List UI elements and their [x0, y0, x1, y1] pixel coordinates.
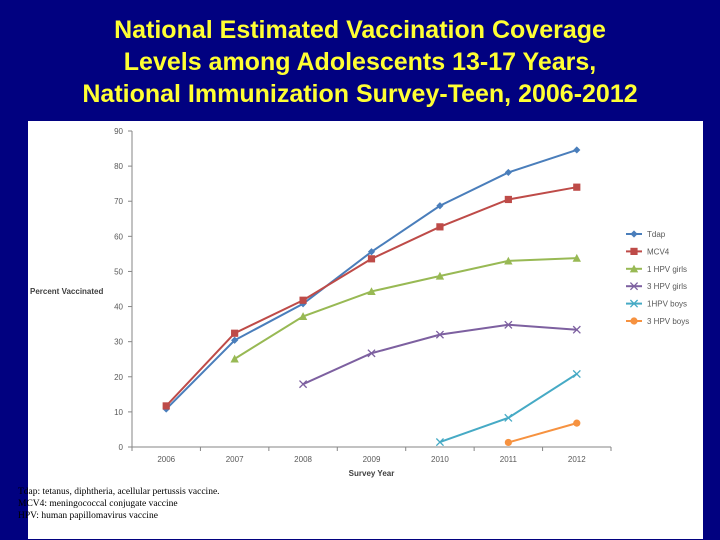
legend-label-mcv4: MCV4: [647, 247, 670, 256]
x-tick-label: 2009: [363, 455, 381, 464]
x-tick-label: 2010: [431, 455, 449, 464]
y-tick-label: 70: [114, 197, 123, 206]
series-line-1-hpv-girls: [234, 257, 577, 360]
data-point-3-hpv-girls: [299, 380, 308, 389]
data-point-1-hpv-girls: [230, 354, 239, 363]
y-tick-label: 10: [114, 408, 123, 417]
data-point-tdap: [504, 168, 512, 177]
slide-title-line-3: National Immunization Survey-Teen, 2006-…: [82, 80, 638, 108]
footnotes: Tdap: tetanus, diphtheria, acellular per…: [18, 486, 220, 522]
series-line-mcv4: [165, 186, 577, 407]
footnote-hpv: HPV: human papillomavirus vaccine: [18, 511, 158, 521]
data-point-mcv4: [162, 402, 170, 410]
data-point-mcv4: [231, 329, 239, 337]
y-tick-label: 0: [119, 443, 124, 452]
legend-label-1hpv-boys: 1HPV boys: [647, 300, 687, 309]
x-tick-label: 2011: [500, 455, 518, 464]
data-point-1hpv-boys: [572, 369, 581, 379]
y-tick-label: 40: [114, 303, 123, 312]
y-tick-label: 80: [114, 162, 123, 171]
legend-label-3-hpv-boys: 3 HPV boys: [647, 317, 689, 326]
data-point-3-hpv-boys: [573, 419, 581, 427]
slide-title-line-2: Levels among Adolescents 13-17 Years,: [123, 48, 597, 76]
data-point-mcv4: [504, 195, 512, 204]
data-point-1-hpv-girls: [367, 287, 376, 296]
line-chart: 0 10 20 30 40 50 60 70 80 90 2006 2007 2008 2009 2010 2…: [30, 127, 689, 478]
data-point-tdap: [573, 146, 581, 154]
y-axis-title: Percent Vaccinated: [30, 287, 103, 296]
x-tick-label: 2008: [294, 455, 312, 464]
data-point-mcv4: [436, 223, 444, 231]
x-axis-title: Survey Year: [349, 469, 395, 478]
slide-title-line-1: National Estimated Vaccination Coverage: [114, 16, 606, 44]
data-point-1-hpv-girls: [435, 271, 445, 280]
data-point-mcv4: [299, 296, 307, 304]
data-point-1-hpv-girls: [504, 256, 513, 265]
data-point-3-hpv-boys: [504, 438, 512, 447]
y-tick-label: 50: [114, 267, 123, 276]
legend-label-1-hpv-girls: 1 HPV girls: [647, 265, 687, 274]
data-point-1hpv-boys: [435, 438, 444, 447]
data-point-tdap: [367, 248, 376, 256]
data-point-3-hpv-girls: [572, 325, 581, 334]
legend-marker-1hpv-boys: [629, 299, 639, 308]
y-tick-label: 20: [114, 373, 123, 382]
data-point-tdap: [231, 336, 239, 344]
series-line-3-hpv-boys: [508, 422, 578, 444]
data-point-3-hpv-girls: [504, 320, 513, 329]
y-tick-label: 90: [114, 127, 123, 136]
legend-marker-mcv4: [630, 247, 638, 255]
data-point-1hpv-boys: [504, 413, 513, 422]
data-point-3-hpv-girls: [367, 349, 376, 358]
data-point-mcv4: [573, 183, 581, 191]
data-point-mcv4: [367, 255, 376, 263]
series-line-1hpv-boys: [439, 373, 578, 444]
y-tick-label: 30: [114, 338, 123, 347]
x-tick-label: 2006: [157, 455, 175, 464]
slide-title: National Estimated Vaccination Coverage …: [0, 14, 720, 110]
legend-marker-1-hpv-girls: [629, 264, 639, 273]
series-line-tdap: [165, 149, 578, 410]
y-tick-label: 60: [114, 232, 123, 241]
footnote-mcv4: MCV4: meningococcal conjugate vaccine: [18, 499, 178, 509]
legend-marker-3-hpv-boys: [630, 317, 638, 325]
x-tick-label: 2012: [568, 455, 586, 464]
footnote-tdap: Tdap: tetanus, diphtheria, acellular per…: [18, 487, 220, 497]
x-tick-label: 2007: [226, 455, 244, 464]
series-line-3-hpv-girls: [302, 323, 577, 386]
data-point-3-hpv-girls: [435, 330, 444, 339]
legend-label-3-hpv-girls: 3 HPV girls: [647, 282, 687, 291]
chart-panel: 0 10 20 30 40 50 60 70 80 90 2006 2007 2008 2009 2010 2…: [28, 121, 703, 539]
legend-marker-3-hpv-girls: [629, 282, 639, 291]
legend-marker-tdap: [630, 230, 638, 238]
data-point-1-hpv-girls: [298, 312, 308, 320]
legend-label-tdap: Tdap: [647, 230, 666, 239]
data-point-1-hpv-girls: [572, 253, 581, 262]
